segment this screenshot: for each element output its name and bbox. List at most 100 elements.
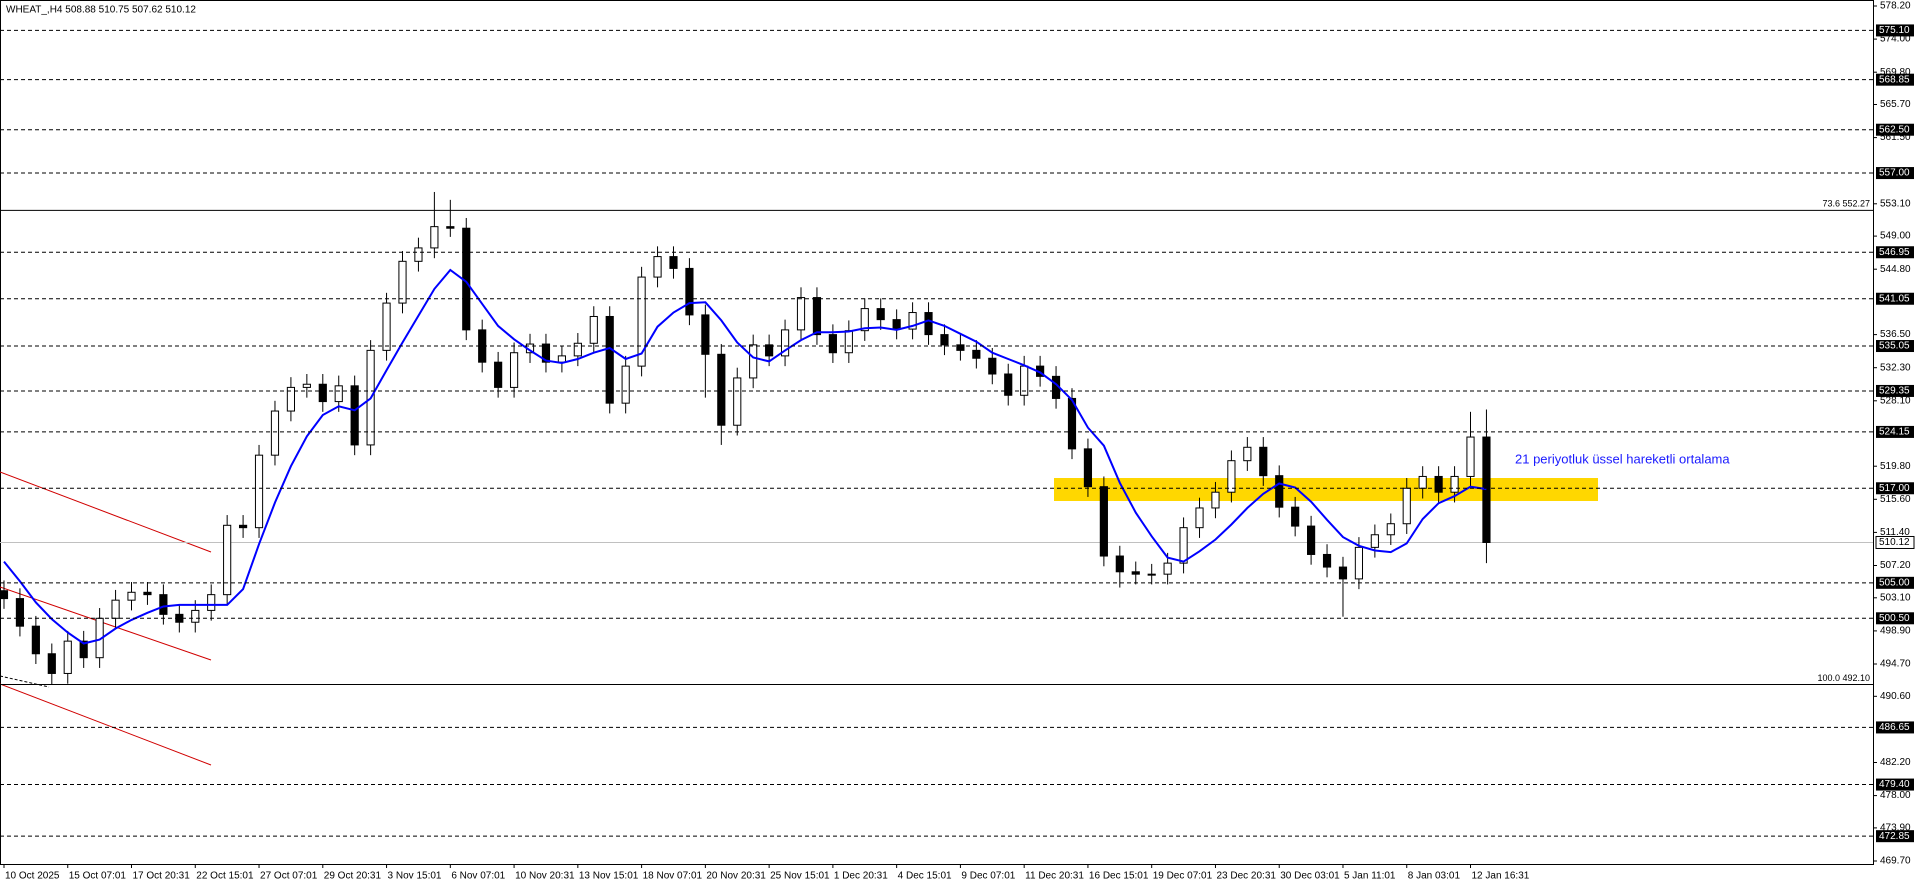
candle-body (1004, 373, 1013, 396)
ema-line (3, 268, 1487, 645)
level-label-box (1876, 612, 1914, 625)
candle-body (637, 276, 646, 367)
y-tick-label: 553.10 (1880, 198, 1911, 209)
candle-body (1466, 436, 1475, 477)
level-label: 517.00 (1879, 483, 1910, 494)
candle-body (669, 256, 678, 269)
level-label: 472.85 (1879, 831, 1910, 842)
candle-body (270, 410, 280, 456)
y-tick-label: 574.00 (1880, 34, 1911, 45)
level-label: 546.95 (1879, 247, 1910, 258)
candle-body (191, 609, 200, 623)
candle-body (318, 383, 327, 403)
x-tick-label: 10 Nov 20:31 (515, 871, 575, 882)
candle-body (286, 386, 295, 412)
candle-body (1307, 525, 1316, 555)
candle-body (1259, 446, 1268, 477)
candle-body (844, 330, 853, 354)
zone-highlight (1054, 478, 1598, 501)
candle-body (239, 524, 248, 529)
candle-body (653, 256, 662, 278)
last-price-label: 510.12 (1879, 537, 1910, 548)
candle-body (1099, 486, 1108, 557)
candle-body (207, 594, 216, 611)
candle-body (701, 314, 710, 355)
x-tick-label: 11 Dec 20:31 (1025, 871, 1084, 882)
y-tick-label: 498.90 (1880, 626, 1911, 637)
candle-body (1418, 475, 1427, 489)
candle-body (15, 598, 25, 627)
fib-label: 100.0 492.10 (1817, 673, 1870, 683)
x-tick-label: 23 Dec 20:31 (1216, 871, 1276, 882)
y-tick-label: 494.70 (1880, 659, 1911, 670)
candle-body (605, 315, 614, 404)
x-tick-label: 20 Nov 20:31 (706, 871, 766, 882)
candle-body (1434, 475, 1443, 493)
level-label: 529.35 (1879, 386, 1910, 397)
candle-body (509, 352, 519, 388)
y-tick-label: 515.60 (1880, 494, 1911, 505)
candle-body (796, 297, 806, 331)
level-label: 575.10 (1879, 25, 1910, 36)
x-tick-label: 10 Oct 2025 (5, 871, 60, 882)
level-label-box (1876, 73, 1914, 86)
level-label: 479.40 (1879, 779, 1910, 790)
candle-body (334, 385, 343, 403)
level-label: 500.50 (1879, 613, 1910, 624)
candle-body (127, 591, 136, 601)
candle-body (302, 383, 311, 388)
candle-body (1147, 573, 1156, 576)
candle-body (733, 377, 742, 426)
candle-body (1338, 566, 1348, 580)
candle-body (398, 260, 407, 304)
candle-body (1322, 553, 1332, 568)
level-label-box (1876, 482, 1914, 495)
x-tick-label: 17 Oct 20:31 (133, 871, 191, 882)
candle-body (749, 344, 758, 379)
y-tick-label: 528.10 (1880, 395, 1911, 406)
x-tick-label: 19 Dec 07:01 (1153, 871, 1213, 882)
candle-body (1275, 475, 1284, 508)
candle-body (1227, 460, 1236, 493)
y-tick-label: 549.00 (1880, 231, 1911, 242)
candle-body (47, 653, 56, 674)
x-tick-label: 1 Dec 20:31 (834, 871, 888, 882)
candle-body (972, 349, 981, 359)
channel-line (0, 683, 212, 766)
level-label: 568.85 (1879, 74, 1910, 85)
y-tick-label: 478.00 (1880, 790, 1911, 801)
level-label-box (1876, 292, 1914, 305)
level-label-box (1876, 721, 1914, 734)
candle-body (143, 591, 152, 596)
y-tick-label: 565.70 (1880, 99, 1911, 110)
x-tick-label: 25 Nov 15:01 (770, 871, 830, 882)
candle-body (557, 355, 566, 363)
y-tick-label: 519.80 (1880, 461, 1911, 472)
y-tick-label: 490.60 (1880, 691, 1911, 702)
candle-body (0, 590, 9, 600)
level-label-box (1876, 778, 1914, 791)
candle-body (1402, 487, 1411, 525)
candle-body (1482, 436, 1491, 543)
candle-body (1083, 448, 1093, 488)
candle-body (860, 308, 869, 332)
candle-body (541, 343, 551, 363)
y-tick-label: 532.30 (1880, 362, 1911, 373)
candle-body (780, 329, 790, 357)
y-tick-label: 536.50 (1880, 329, 1911, 340)
candle-body (1179, 527, 1188, 564)
level-label: 505.00 (1879, 577, 1910, 588)
last-price-box (1875, 535, 1915, 549)
y-tick-label: 511.40 (1880, 527, 1910, 538)
candle-body (382, 302, 391, 351)
candle-body (31, 625, 40, 655)
plot-frame (0, 0, 1874, 865)
level-label-box (1876, 384, 1914, 397)
candle-body (1131, 571, 1140, 575)
trend-line (0, 675, 50, 688)
candle-body (876, 308, 885, 321)
candle-body (717, 353, 726, 426)
level-label-box (1876, 340, 1914, 353)
x-tick-label: 29 Oct 20:31 (324, 871, 382, 882)
x-tick-label: 3 Nov 15:01 (388, 871, 442, 882)
